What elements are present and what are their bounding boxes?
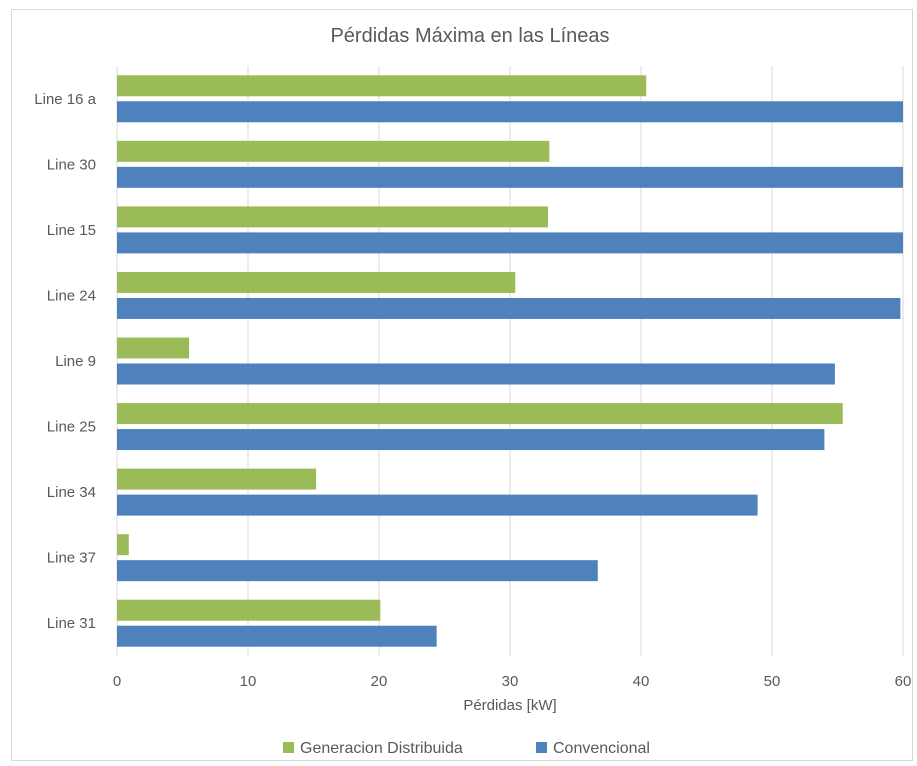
bar-convencional [117, 101, 903, 123]
bar-convencional [117, 494, 758, 516]
x-tick-label: 30 [502, 673, 519, 690]
bar-generacion-distribuida [117, 271, 516, 293]
x-tick-label: 10 [240, 673, 257, 690]
bar-generacion-distribuida [117, 403, 843, 425]
bar-convencional [117, 297, 901, 319]
category-label: Line 30 [47, 156, 96, 173]
category-label: Line 31 [47, 615, 96, 632]
chart-title: Pérdidas Máxima en las Líneas [330, 25, 609, 47]
legend-label: Generacion Distribuida [300, 740, 463, 757]
bar-convencional [117, 166, 903, 188]
bar-generacion-distribuida [117, 337, 190, 359]
x-axis-title: Pérdidas [kW] [463, 697, 556, 714]
category-label: Line 15 [47, 222, 96, 239]
bar-convencional [117, 232, 903, 254]
category-label: Line 16 a [34, 91, 96, 108]
bar-convencional [117, 429, 825, 451]
bar-generacion-distribuida [117, 140, 550, 162]
legend-swatch [283, 742, 294, 753]
category-label: Line 9 [55, 353, 96, 370]
bar-generacion-distribuida [117, 75, 647, 97]
x-tick-label: 50 [764, 673, 781, 690]
x-tick-label: 0 [113, 673, 121, 690]
category-label: Line 37 [47, 550, 96, 567]
bars [117, 75, 903, 647]
legend: Generacion Distribuida Convencional [283, 740, 650, 757]
category-label: Line 24 [47, 287, 96, 304]
x-tick-label: 40 [633, 673, 650, 690]
legend-swatch [536, 742, 547, 753]
bar-convencional [117, 625, 437, 647]
category-labels: Line 16 a Line 30 Line 15 Line 24 Line 9 Line… [34, 91, 96, 632]
bar-generacion-distribuida [117, 599, 381, 621]
gridlines [116, 66, 904, 656]
category-label: Line 25 [47, 419, 96, 436]
bar-generacion-distribuida [117, 468, 317, 490]
bar-convencional [117, 363, 835, 385]
bar-generacion-distribuida [117, 534, 129, 556]
x-tick-label: 20 [371, 673, 388, 690]
bar-convencional [117, 560, 598, 582]
bar-generacion-distribuida [117, 206, 548, 228]
x-tick-label: 60 [895, 673, 912, 690]
x-tick-labels: 0 10 20 30 40 50 60 [113, 673, 912, 690]
category-label: Line 34 [47, 484, 96, 501]
legend-label: Convencional [553, 740, 650, 757]
